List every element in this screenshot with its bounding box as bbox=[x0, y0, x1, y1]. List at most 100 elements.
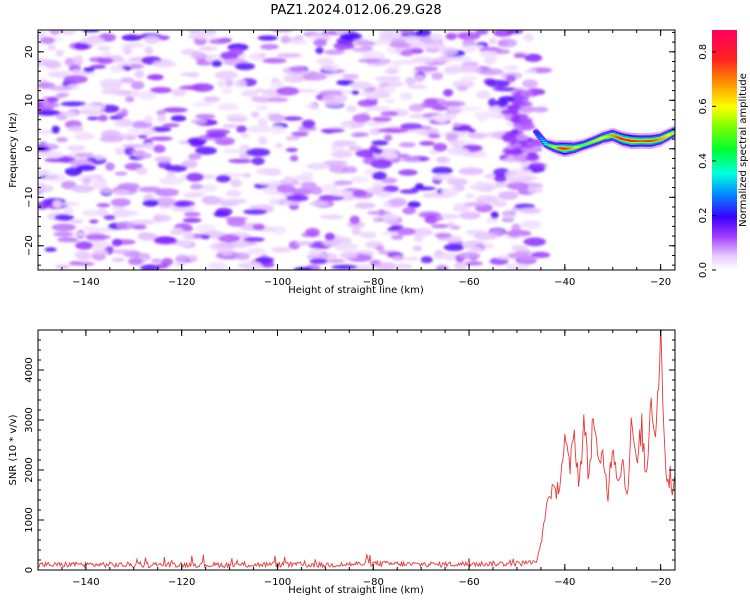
noise-blob bbox=[41, 151, 64, 159]
noise-blob bbox=[228, 158, 253, 164]
noise-blob bbox=[262, 57, 287, 64]
spectrogram-xtick-label: −60 bbox=[458, 277, 479, 288]
noise-blob bbox=[234, 62, 255, 71]
noise-blob bbox=[473, 111, 500, 119]
noise-blob bbox=[153, 144, 166, 153]
noise-blob bbox=[502, 135, 518, 143]
noise-blob bbox=[161, 258, 174, 266]
noise-blob bbox=[123, 147, 136, 156]
noise-blob bbox=[124, 136, 136, 141]
noise-blob bbox=[110, 198, 131, 207]
noise-blob bbox=[505, 74, 516, 83]
noise-blob bbox=[211, 59, 223, 67]
noise-blob bbox=[501, 108, 517, 116]
noise-blob bbox=[217, 103, 239, 111]
signal-track-segment bbox=[534, 133, 541, 135]
noise-blob bbox=[154, 156, 172, 163]
noise-blob bbox=[398, 142, 416, 148]
noise-blob bbox=[198, 46, 218, 51]
noise-blob bbox=[223, 199, 247, 204]
noise-blob bbox=[47, 70, 71, 79]
snr-xtick-label: −40 bbox=[554, 577, 575, 588]
noise-blob bbox=[274, 142, 284, 149]
noise-blob bbox=[205, 133, 227, 138]
noise-blob bbox=[520, 161, 529, 169]
noise-blob bbox=[101, 89, 125, 95]
noise-blob bbox=[351, 227, 362, 236]
noise-blob bbox=[282, 116, 303, 121]
noise-blob bbox=[63, 206, 74, 215]
noise-blob bbox=[488, 98, 497, 107]
snr-ylabel: SNR (10 * v/v) bbox=[8, 414, 19, 485]
noise-blob bbox=[246, 125, 272, 133]
noise-blob bbox=[257, 35, 278, 41]
noise-blob bbox=[144, 115, 153, 124]
noise-blob bbox=[154, 263, 169, 269]
noise-blob bbox=[391, 234, 404, 240]
noise-blob bbox=[134, 69, 145, 79]
noise-blob bbox=[258, 180, 283, 186]
noise-blob bbox=[307, 34, 333, 40]
noise-blob bbox=[190, 51, 205, 60]
noise-blob bbox=[70, 219, 84, 224]
noise-blob bbox=[255, 256, 274, 264]
noise-blob bbox=[458, 167, 484, 176]
noise-blob bbox=[73, 55, 84, 63]
noise-blob bbox=[382, 150, 398, 160]
noise-blob bbox=[252, 223, 265, 231]
noise-blob bbox=[252, 96, 270, 102]
snr-ytick-label: 1000 bbox=[24, 507, 35, 532]
noise-blob bbox=[462, 39, 476, 47]
noise-blob bbox=[152, 60, 177, 68]
noise-blob bbox=[431, 106, 449, 111]
noise-blob bbox=[144, 46, 154, 55]
noise-blob bbox=[383, 134, 393, 141]
colorbar-tick-label: 0.4 bbox=[698, 153, 709, 169]
noise-blob bbox=[271, 246, 292, 253]
noise-blob bbox=[487, 105, 501, 112]
noise-blob bbox=[120, 118, 132, 127]
noise-blob bbox=[73, 132, 95, 141]
colorbar: 0.0 0.2 0.4 0.6 0.8 Normalized spectral ampl… bbox=[698, 30, 749, 278]
noise-blob bbox=[67, 125, 84, 133]
noise-blob bbox=[214, 136, 236, 146]
noise-blob bbox=[309, 258, 328, 265]
noise-blob bbox=[433, 142, 448, 152]
noise-blob bbox=[183, 211, 201, 217]
noise-blob bbox=[357, 58, 382, 63]
noise-blob bbox=[467, 132, 488, 139]
noise-blob bbox=[208, 38, 230, 45]
noise-blob bbox=[268, 96, 289, 103]
noise-blob bbox=[431, 33, 443, 42]
noise-blob bbox=[440, 100, 466, 107]
noise-blob bbox=[513, 142, 522, 149]
spectrogram-ytick-label: 20 bbox=[24, 45, 35, 58]
noise-blob bbox=[313, 38, 327, 47]
noise-blob bbox=[200, 184, 218, 192]
noise-blob bbox=[234, 79, 247, 88]
noise-blob bbox=[315, 46, 324, 55]
noise-blob bbox=[91, 249, 109, 255]
noise-blob bbox=[525, 155, 537, 161]
noise-blob bbox=[155, 236, 176, 243]
noise-blob bbox=[222, 124, 239, 129]
noise-blob bbox=[288, 40, 309, 45]
noise-blob bbox=[285, 147, 298, 153]
noise-blob bbox=[218, 234, 241, 243]
noise-blob bbox=[111, 257, 125, 263]
noise-blob bbox=[407, 84, 428, 89]
noise-blob bbox=[493, 87, 519, 92]
noise-blob bbox=[523, 237, 546, 247]
noise-blob bbox=[365, 121, 386, 126]
noise-blob bbox=[75, 241, 93, 250]
spectrogram-ylabel: Frequency (Hz) bbox=[8, 112, 19, 188]
noise-blob bbox=[431, 224, 450, 229]
noise-blob bbox=[389, 41, 411, 49]
noise-blob bbox=[380, 231, 400, 236]
noise-blob bbox=[352, 113, 372, 123]
snr-series-line bbox=[38, 330, 675, 569]
noise-blob bbox=[188, 30, 199, 34]
signal-track bbox=[533, 125, 675, 158]
noise-blob bbox=[283, 74, 304, 83]
noise-blob bbox=[295, 241, 314, 246]
